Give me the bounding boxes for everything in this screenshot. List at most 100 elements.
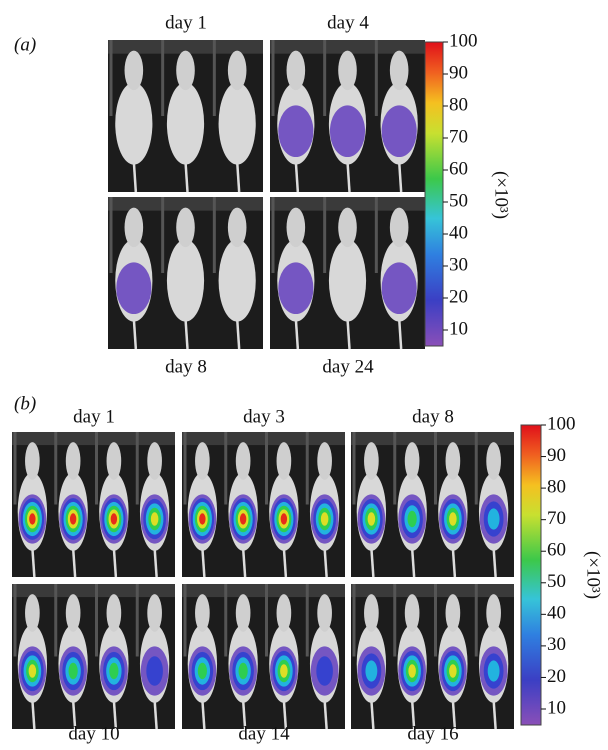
signal — [29, 513, 36, 525]
colorbar-tick-label: 60 — [449, 158, 468, 179]
signal — [280, 664, 288, 678]
colorbar-tick-label: 70 — [547, 508, 566, 529]
mouse-head — [286, 207, 306, 248]
image-label: day 24 — [322, 356, 374, 377]
signal — [365, 660, 378, 682]
panel-label: (a) — [14, 34, 36, 55]
signal — [278, 262, 314, 315]
tail — [410, 699, 416, 730]
mouse-body — [328, 239, 367, 322]
signal — [329, 105, 366, 158]
cage-top — [270, 197, 425, 211]
signal — [28, 664, 37, 678]
signal — [109, 662, 119, 680]
signal — [69, 513, 77, 525]
image-label: day 1 — [73, 406, 115, 427]
mouse-head — [227, 207, 247, 248]
panel-label: (b) — [14, 393, 36, 414]
tail — [294, 318, 300, 350]
mouse-head — [317, 594, 332, 632]
tail — [294, 161, 300, 193]
mouse-head — [389, 207, 409, 248]
tail — [323, 547, 328, 578]
image-label: day 1 — [165, 12, 207, 33]
signal — [116, 262, 152, 315]
mouse-head — [276, 594, 292, 632]
signal — [150, 512, 159, 526]
tail — [132, 318, 138, 350]
tail — [132, 161, 138, 193]
signal — [487, 660, 500, 682]
tail — [235, 318, 241, 350]
cage-top — [12, 584, 175, 598]
signal — [381, 105, 417, 158]
signal — [199, 513, 206, 525]
signal — [278, 105, 314, 158]
mouse-image — [12, 432, 175, 578]
cage-top — [108, 197, 263, 211]
mouse-image — [108, 40, 263, 193]
tail — [112, 699, 118, 730]
image-label: day 14 — [238, 723, 290, 744]
mouse-head — [106, 442, 122, 480]
mouse-head — [338, 50, 357, 91]
mouse-head — [176, 50, 195, 91]
tail — [492, 547, 497, 578]
colorbar-tick-label: 100 — [547, 413, 576, 434]
tail — [492, 699, 497, 730]
signal — [487, 508, 500, 530]
mouse-head — [25, 594, 40, 632]
mouse-image — [182, 584, 345, 730]
image-label: day 16 — [407, 723, 458, 744]
mouse-image — [351, 432, 514, 578]
signal — [381, 262, 417, 315]
mouse-head — [106, 594, 122, 632]
colorbar-tick-label: 40 — [547, 603, 566, 624]
mouse-head — [65, 442, 81, 480]
tail — [282, 699, 288, 730]
image-label: day 4 — [327, 12, 369, 33]
tail — [112, 547, 118, 578]
colorbar-tick-label: 50 — [547, 571, 566, 592]
tail — [370, 547, 375, 578]
tail — [201, 547, 206, 578]
cage-top — [182, 432, 345, 446]
tail — [451, 547, 457, 578]
mouse-head — [124, 50, 144, 91]
tail — [184, 161, 189, 193]
tail — [282, 547, 288, 578]
mouse-head — [445, 594, 461, 632]
colorbar-tick-label: 100 — [449, 30, 478, 51]
mouse-head — [364, 594, 379, 632]
tail — [370, 699, 375, 730]
mouse-head — [404, 594, 420, 632]
colorbar-unit: (×10³) — [491, 171, 512, 219]
signal — [367, 512, 376, 526]
tail — [410, 547, 416, 578]
tail — [153, 699, 158, 730]
colorbar-tick-label: 60 — [547, 540, 566, 561]
mouse-image — [12, 584, 175, 730]
image-label: day 10 — [68, 723, 119, 744]
tail — [346, 318, 351, 350]
tail — [397, 318, 403, 350]
cage-top — [12, 432, 175, 446]
colorbar-tick-label: 10 — [547, 697, 566, 718]
mouse-image — [270, 40, 425, 193]
signal — [280, 513, 288, 525]
signal — [110, 513, 118, 525]
signal — [449, 664, 457, 678]
mouse-head — [195, 442, 210, 480]
image-label: day 3 — [243, 406, 285, 427]
tail — [31, 699, 36, 730]
mouse-head — [147, 442, 162, 480]
mouse-head — [195, 594, 210, 632]
tail — [346, 161, 351, 193]
cage-top — [351, 584, 514, 598]
colorbar-tick-label: 20 — [449, 286, 468, 307]
mouse-image — [270, 197, 425, 350]
mouse-head — [486, 442, 501, 480]
signal — [316, 656, 333, 686]
tail — [184, 318, 189, 350]
